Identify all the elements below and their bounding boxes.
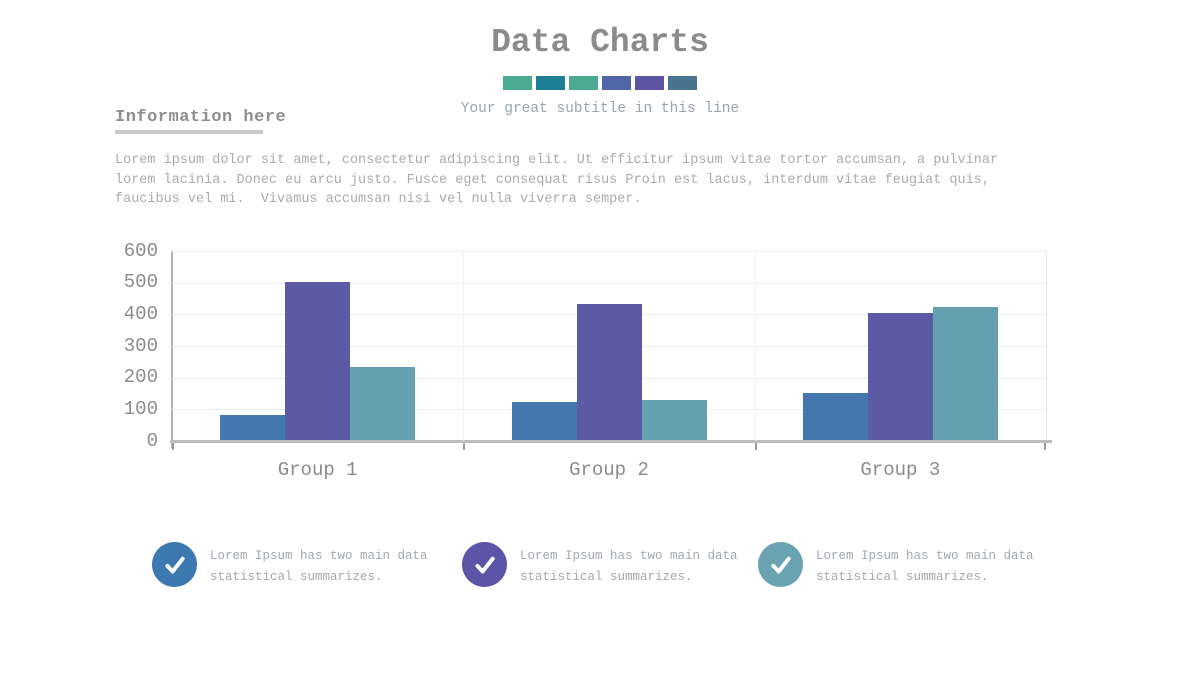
bar-group-1-series-3 <box>350 367 416 440</box>
y-tick-label-100: 100 <box>123 398 158 420</box>
y-tick-label-600: 600 <box>123 240 158 262</box>
y-tick-label-200: 200 <box>123 366 158 388</box>
x-axis-line <box>170 440 1052 443</box>
bar-group-3-series-1 <box>802 392 868 440</box>
accent-squares <box>0 76 1200 90</box>
checklist-item-text: Lorem Ipsum has two main data statistica… <box>816 549 1034 584</box>
category-label-2: Group 2 <box>569 459 649 481</box>
info-heading: Information here <box>115 108 287 127</box>
panel-separator <box>463 251 465 441</box>
check-icon <box>758 542 803 587</box>
accent-square-3 <box>569 76 598 90</box>
bar-group-3-series-2 <box>867 313 933 440</box>
bar-group-1-series-1 <box>220 414 286 440</box>
chart-plot-area <box>170 251 1052 450</box>
y-axis-line <box>171 251 173 448</box>
panel-separator <box>754 251 756 441</box>
y-tick-label-0: 0 <box>146 430 158 452</box>
y-axis-labels: 0 100 200 300 400 500 600 <box>98 241 158 452</box>
y-tick-label-300: 300 <box>123 335 158 357</box>
x-axis-tick <box>754 443 757 450</box>
bar-group-1-series-2 <box>285 281 351 440</box>
accent-square-1 <box>503 76 532 90</box>
accent-square-5 <box>635 76 664 90</box>
gridline-500 <box>172 282 1046 284</box>
bar-group-2-series-3 <box>641 400 707 440</box>
info-paragraph: Lorem ipsum dolor sit amet, consectetur … <box>115 153 1007 207</box>
x-axis-category-labels: Group 1 Group 2 Group 3 <box>172 459 1046 483</box>
category-label-1: Group 1 <box>277 459 358 481</box>
checklist-item-text: Lorem Ipsum has two main data statistica… <box>210 549 428 584</box>
accent-square-4 <box>602 76 631 90</box>
checklist-item-1: Lorem Ipsum has two main data statistica… <box>152 542 438 588</box>
gridline-600 <box>172 251 1046 252</box>
info-heading-underline <box>115 130 263 134</box>
bar-group-2-series-1 <box>511 402 577 440</box>
check-icon <box>462 542 507 587</box>
checklist-item-3: Lorem Ipsum has two main data statistica… <box>758 542 1044 588</box>
checklist-item-text: Lorem Ipsum has two main data statistica… <box>520 549 738 584</box>
y-tick-label-500: 500 <box>123 271 158 293</box>
x-axis-tick <box>1044 443 1046 450</box>
check-icon <box>152 542 197 587</box>
x-axis-tick <box>172 443 174 450</box>
slide-subtitle: Your great subtitle in this line <box>460 101 740 117</box>
y-tick-label-400: 400 <box>123 303 158 325</box>
category-label-3: Group 3 <box>860 459 941 481</box>
accent-square-6 <box>668 76 697 90</box>
checklist-item-2: Lorem Ipsum has two main data statistica… <box>462 542 748 588</box>
accent-square-2 <box>536 76 565 90</box>
bar-group-3-series-3 <box>932 307 998 440</box>
slide-title: Data Charts <box>491 24 709 61</box>
bar-group-2-series-2 <box>576 303 642 440</box>
x-axis-tick <box>463 443 466 450</box>
